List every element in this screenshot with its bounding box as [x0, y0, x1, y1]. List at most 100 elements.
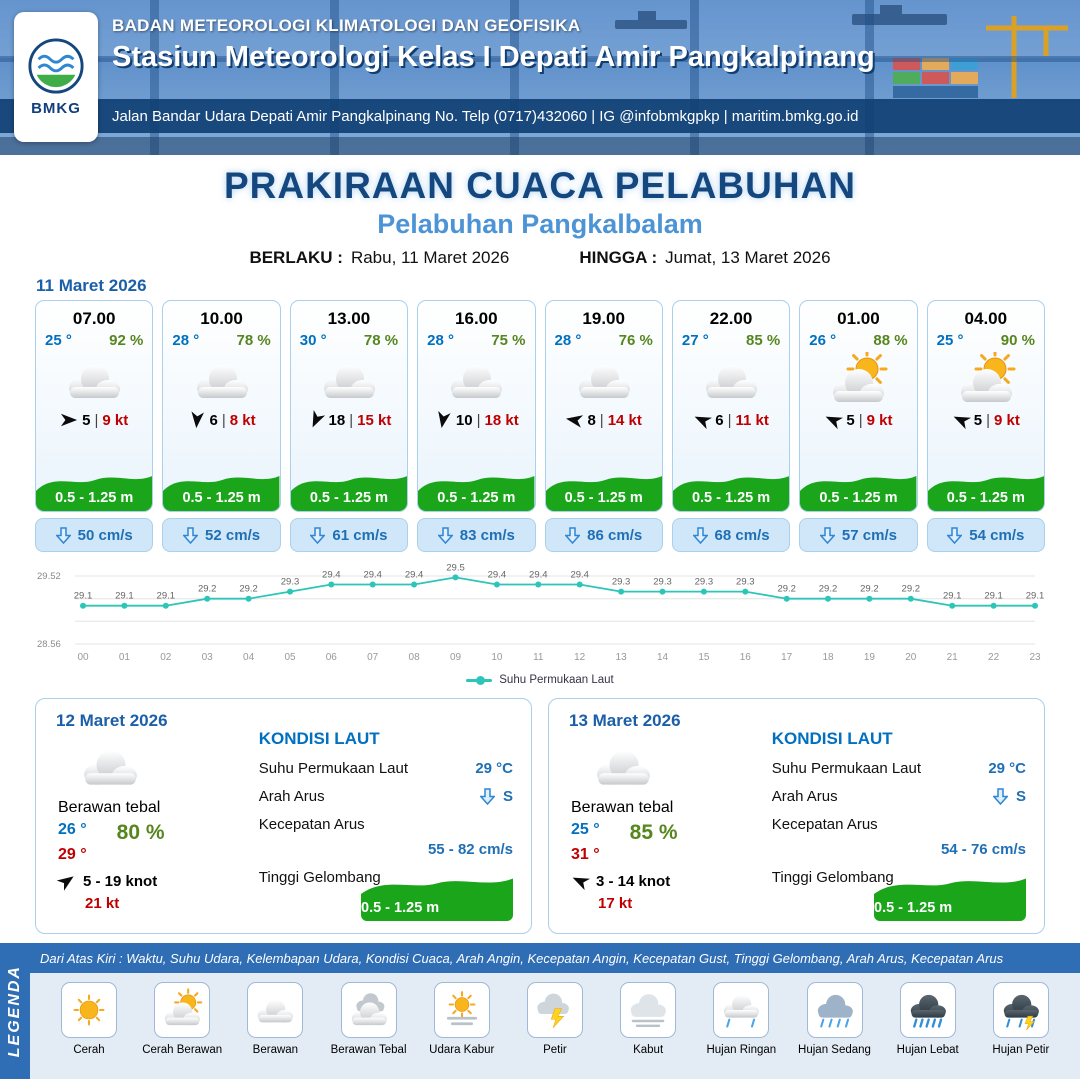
wave-height: 0.5 - 1.25 m	[309, 490, 389, 506]
weather-icon	[822, 348, 894, 408]
wave-height-band: 0.5 - 1.25 m	[418, 465, 535, 511]
wave-height: 0.5 - 1.25 m	[361, 900, 440, 916]
current-speed-label: Kecepatan Arus	[771, 816, 878, 833]
weather-icon	[583, 737, 663, 795]
sst-chart: 29.52 28.56 29.1 00 29.1 01 29.1 02 29.2 03 29.2 04…	[35, 560, 1045, 688]
separator: |	[727, 411, 732, 429]
wind-speed: 6	[715, 411, 724, 429]
weather-icon	[950, 348, 1022, 408]
wave-height-band: 0.5 - 1.25 m	[361, 865, 513, 921]
forecast-column: 10.00 28 ° 78 % 6 | 8 kt 0.5 - 1.25 m	[162, 300, 281, 552]
sst-label: Suhu Permukaan Laut	[258, 760, 409, 777]
legend-title-bar: LEGENDA	[0, 943, 30, 1079]
forecast-column: 07.00 25 ° 92 % 5 | 9 kt 0.5 - 1.25 m	[35, 300, 154, 552]
svg-text:01: 01	[119, 652, 131, 663]
temp-max: 31 °	[571, 846, 600, 863]
weather-condition: Berawan tebal	[58, 799, 161, 816]
temp-humidity-block: 26 ° 29 ° 80 %	[58, 821, 266, 864]
svg-text:29.1: 29.1	[157, 591, 176, 602]
forecast-card: 07.00 25 ° 92 % 5 | 9 kt 0.5 - 1.25 m	[35, 300, 154, 512]
legend-item-label: Kabut	[633, 1044, 664, 1056]
wind-row: 5 | 9 kt	[928, 411, 1044, 430]
wind-direction-arrow-icon	[187, 410, 207, 430]
legend-items: Cerah Cerah Berawan Berawan Berawan Teba…	[30, 973, 1080, 1079]
sea-conditions: KONDISI LAUT Suhu Permukaan Laut 29 °C A…	[259, 729, 513, 921]
wind-row: 10 | 18 kt	[418, 410, 534, 429]
wave-height-row: Tinggi Gelombang	[259, 869, 513, 886]
current-speed-box: 86 cm/s	[544, 518, 663, 552]
weather-icon	[313, 352, 385, 408]
svg-text:04: 04	[243, 652, 255, 663]
legend-item: Hujan Ringan	[696, 982, 786, 1077]
svg-text:29.4: 29.4	[322, 570, 341, 581]
wind-speed: 10	[455, 411, 473, 429]
wind-gust: 14 kt	[607, 411, 642, 429]
current-direction-value: S	[1015, 788, 1026, 805]
air-temperature: 26 °	[809, 332, 837, 349]
current-speed-box: 61 cm/s	[289, 518, 409, 552]
wind-speed: 5	[973, 411, 983, 429]
current-speed-box: 57 cm/s	[799, 518, 918, 552]
forecast-time: 04.00	[964, 309, 1008, 328]
wind-gust: 21 kt	[85, 895, 120, 912]
berlaku-value: Rabu, 11 Maret 2026	[350, 248, 510, 267]
wind-direction-arrow-icon	[54, 868, 79, 893]
current-speed: 61 cm/s	[332, 526, 388, 544]
svg-text:16: 16	[740, 652, 752, 663]
forecast-card: 16.00 28 ° 75 % 10 | 18 kt 0.5 - 1.25 m	[417, 300, 536, 512]
air-temperature: 25 °	[936, 332, 964, 349]
sst-row: Suhu Permukaan Laut 29 °C	[772, 760, 1026, 777]
temp-max: 29 °	[58, 846, 87, 863]
svg-text:29.1: 29.1	[943, 591, 962, 602]
humidity: 92 %	[109, 332, 144, 349]
current-direction-value: S	[502, 788, 513, 805]
legend-description: Dari Atas Kiri : Waktu, Suhu Udara, Kele…	[40, 950, 1004, 966]
air-temperature: 30 °	[299, 332, 327, 349]
svg-text:29.2: 29.2	[819, 584, 838, 595]
weather-icon	[568, 352, 640, 408]
current-speed: 50 cm/s	[77, 526, 133, 544]
svg-text:12: 12	[574, 652, 586, 663]
svg-text:29.3: 29.3	[612, 577, 631, 588]
wind-row: 5 | 9 kt	[36, 411, 152, 429]
legend-item: Hujan Lebat	[883, 982, 973, 1077]
svg-text:08: 08	[409, 652, 421, 663]
svg-text:29.4: 29.4	[488, 570, 507, 581]
legend-marker-icon	[466, 675, 493, 685]
svg-text:13: 13	[616, 652, 628, 663]
wind-row: 6 | 11 kt	[673, 411, 789, 430]
hingga-label: HINGGA :	[579, 248, 658, 267]
separator: |	[476, 411, 481, 429]
forecast-card: 01.00 26 ° 88 % 5 | 9 kt 0.5 - 1.25 m	[799, 300, 918, 512]
sun-cloud-icon	[154, 982, 211, 1038]
wave-height: 0.5 - 1.25 m	[946, 490, 1025, 506]
header-text: BADAN METEOROLOGI KLIMATOLOGI DAN GEOFIS…	[112, 16, 875, 74]
temp-humidity-row: 26 ° 88 %	[800, 329, 916, 349]
svg-text:20: 20	[905, 652, 917, 663]
svg-text:09: 09	[450, 652, 462, 663]
separator: |	[858, 411, 863, 429]
svg-text:29.2: 29.2	[198, 584, 217, 595]
wave-height-band: 0.5 - 1.25 m	[163, 465, 280, 511]
temp-humidity-row: 28 ° 78 %	[163, 329, 279, 349]
svg-text:29.2: 29.2	[902, 584, 921, 595]
wind-gust: 9 kt	[994, 411, 1020, 429]
current-speed: 86 cm/s	[587, 526, 643, 544]
wave-height-band: 0.5 - 1.25 m	[927, 465, 1044, 511]
separator: |	[349, 411, 354, 429]
bmkg-logo: BMKG	[14, 12, 98, 142]
air-temperature: 27 °	[681, 332, 709, 349]
temp-min: 26 °	[58, 821, 87, 838]
humidity: 76 %	[618, 332, 653, 349]
svg-text:29.3: 29.3	[653, 577, 672, 588]
wind-row: 18 | 15 kt	[291, 409, 407, 429]
forecast-time: 10.00	[200, 309, 243, 328]
svg-text:07: 07	[367, 652, 379, 663]
legend-title: LEGENDA	[6, 964, 23, 1058]
current-direction-row: Arah Arus S	[259, 788, 513, 805]
weather-icon	[186, 352, 258, 408]
forecast-column: 22.00 27 ° 85 % 6 | 11 kt 0.5 - 1.25 m	[671, 300, 791, 552]
current-direction-arrow-icon	[565, 526, 581, 544]
legend-section: LEGENDA Dari Atas Kiri : Waktu, Suhu Uda…	[0, 943, 1080, 1079]
wind-speed: 8	[587, 411, 596, 429]
